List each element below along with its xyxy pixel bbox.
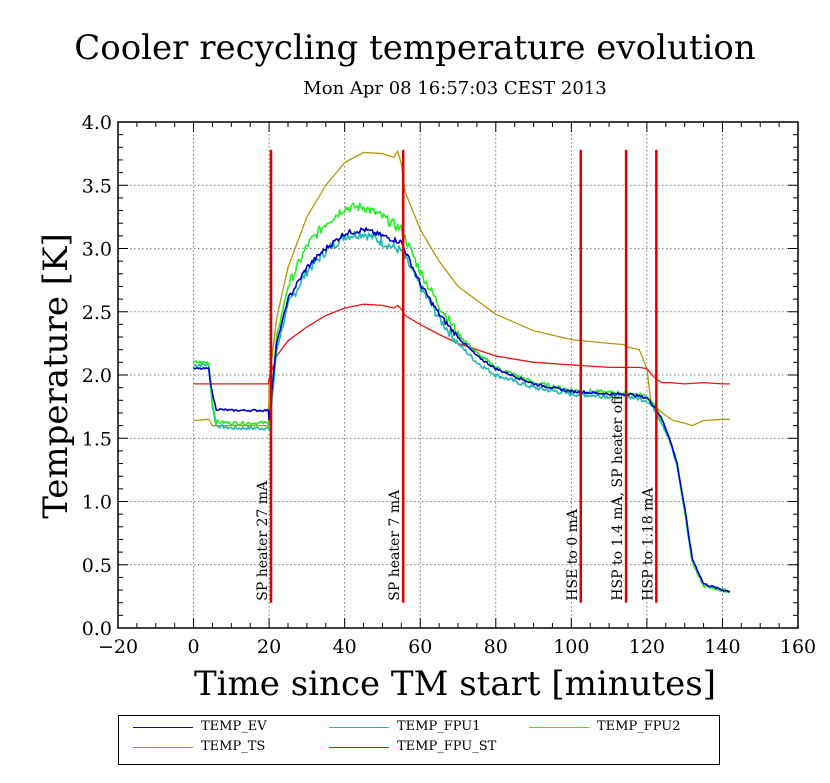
y-tick-label: 1.0 xyxy=(82,492,112,514)
x-tick-label: 60 xyxy=(408,636,432,658)
x-tick-label: −20 xyxy=(98,636,138,658)
legend-line-temp-fpu1 xyxy=(329,727,389,728)
legend-label-temp-fpu1: TEMP_FPU1 xyxy=(397,719,481,734)
event-label: HSP to 1.18 mA xyxy=(640,487,656,601)
x-tick-label: 20 xyxy=(257,636,281,658)
legend-label-temp-ev: TEMP_EV xyxy=(201,719,267,734)
legend-label-temp-fpu-st: TEMP_FPU_ST xyxy=(397,739,497,754)
legend-line-temp-ts xyxy=(133,747,193,748)
y-tick-label: 4.0 xyxy=(82,112,112,134)
x-tick-label: 120 xyxy=(629,636,665,658)
x-tick-label: 140 xyxy=(704,636,740,658)
series-line-temp-ts xyxy=(193,150,730,427)
legend-label-temp-ts: TEMP_TS xyxy=(201,739,266,754)
event-label: HSP to 1.4 mA, SP heater off xyxy=(610,394,626,601)
legend-line-temp-fpu-st xyxy=(329,747,389,748)
series-line-temp-fpu1 xyxy=(193,230,731,593)
x-tick-label: 40 xyxy=(333,636,357,658)
y-tick-label: 2.5 xyxy=(82,302,112,324)
x-tick-label: 160 xyxy=(780,636,816,658)
x-tick-label: 80 xyxy=(484,636,508,658)
event-label: SP heater 27 mA xyxy=(255,480,271,601)
y-tick-label: 3.0 xyxy=(82,239,112,261)
event-label: SP heater 7 mA xyxy=(387,489,403,601)
series-line-temp-ev xyxy=(193,227,731,593)
series-line-temp-fpu2 xyxy=(193,202,731,594)
y-tick-label: 0.5 xyxy=(82,555,112,577)
legend-line-temp-ev xyxy=(133,727,193,728)
series-layer xyxy=(193,150,731,594)
legend: TEMP_EV TEMP_FPU1 TEMP_FPU2 TEMP_TS TEMP… xyxy=(118,715,720,765)
legend-line-temp-fpu2 xyxy=(529,727,589,728)
event-label: HSE to 0 mA xyxy=(565,508,581,601)
y-axis-label: Temperature [K] xyxy=(36,233,76,519)
chart-subtitle: Mon Apr 08 16:57:03 CEST 2013 xyxy=(303,78,607,99)
y-tick-label: 3.5 xyxy=(82,175,112,197)
series-line-temp-fpu-st xyxy=(193,303,730,385)
legend-label-temp-fpu2: TEMP_FPU2 xyxy=(597,719,681,734)
x-tick-label: 0 xyxy=(188,636,200,658)
y-tick-label: 1.5 xyxy=(82,428,112,450)
x-tick-label: 100 xyxy=(553,636,589,658)
tick-layer: −20 0 20 40 60 80 100 120 140 160 0.0 0.5 1.0 1.5 2.0 2… xyxy=(82,112,816,658)
y-tick-label: 2.0 xyxy=(82,365,112,387)
x-axis-label: Time since TM start [minutes] xyxy=(194,664,716,704)
y-tick-label: 0.0 xyxy=(82,618,112,640)
event-layer: SP heater 27 mA SP heater 7 mA HSE to 0 mA… xyxy=(255,149,658,603)
grid xyxy=(118,122,798,628)
chart-title: Cooler recycling temperature evolution xyxy=(74,28,756,68)
